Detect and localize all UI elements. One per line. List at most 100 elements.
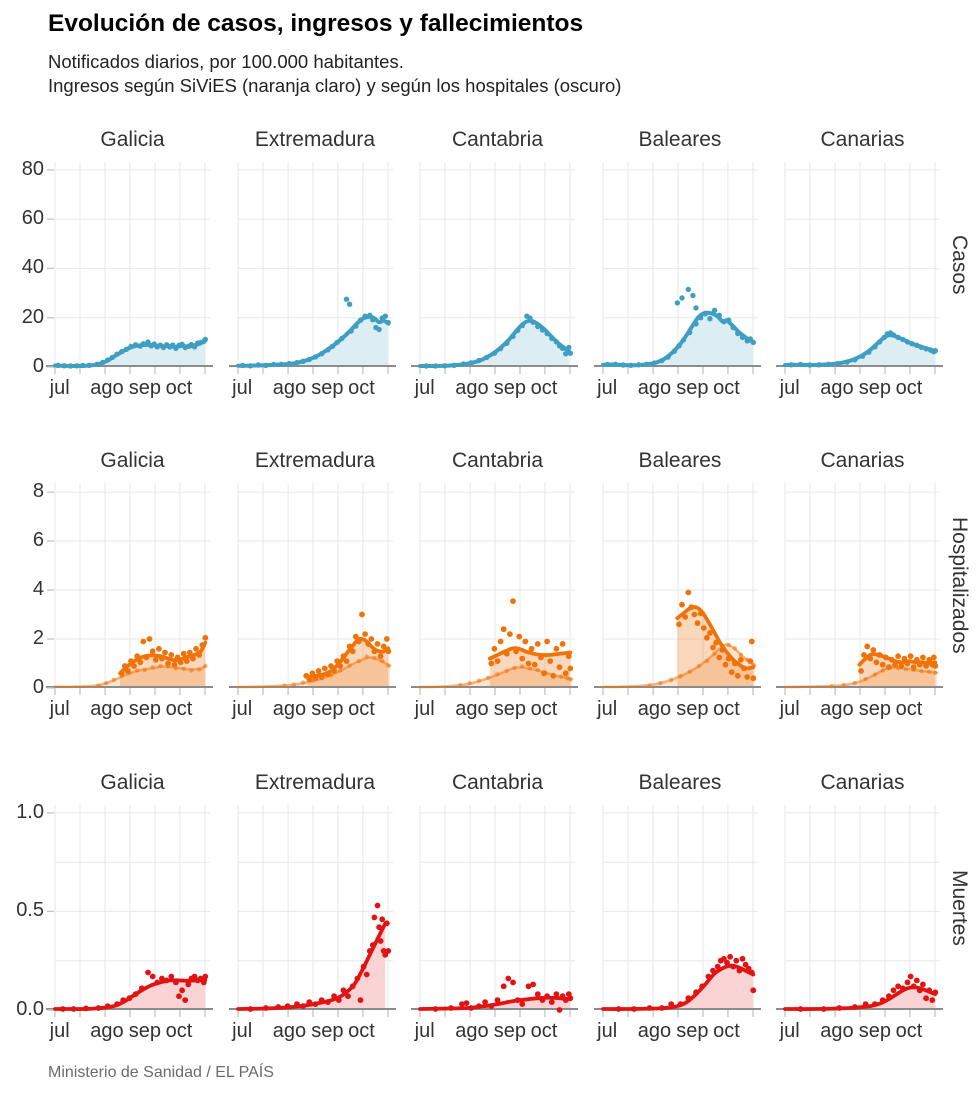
data-point-muertes xyxy=(709,967,716,974)
month-label-ago: ago xyxy=(637,1020,672,1042)
data-point-muertes xyxy=(899,985,906,992)
data-point-ingresos-hospitales xyxy=(367,636,374,642)
data-point-ingresos-hospitales xyxy=(740,665,747,672)
data-point-casos xyxy=(347,328,354,334)
data-point-ingresos-sivies xyxy=(96,683,101,688)
data-point-ingresos-hospitales xyxy=(377,653,383,660)
data-point-muertes xyxy=(159,975,165,982)
data-point-casos xyxy=(366,312,372,318)
data-point-muertes xyxy=(748,969,755,976)
column-title-canarias: Canarias xyxy=(820,449,905,472)
data-point-casos xyxy=(382,313,388,319)
area-ingresos-sivies xyxy=(420,667,572,688)
data-point-ingresos-sivies xyxy=(880,668,885,673)
data-point-ingresos-sivies xyxy=(829,684,834,689)
data-point-casos xyxy=(55,362,61,368)
data-point-ingresos-hospitales xyxy=(882,654,889,661)
data-point-ingresos-hospitales xyxy=(321,665,328,672)
data-point-muertes xyxy=(567,995,574,1002)
data-point-casos xyxy=(859,353,866,359)
data-point-casos xyxy=(202,336,208,343)
data-point-muertes xyxy=(714,963,721,970)
data-point-ingresos-sivies xyxy=(379,658,384,664)
data-point-casos xyxy=(468,360,474,366)
data-point-ingresos-hospitales xyxy=(352,633,359,640)
column-title-cantabria: Cantabria xyxy=(451,128,544,151)
month-label-jul: jul xyxy=(49,698,70,720)
data-point-ingresos-sivies xyxy=(504,668,509,674)
data-point-muertes xyxy=(615,1006,621,1012)
data-point-casos xyxy=(844,359,850,365)
data-point-muertes xyxy=(247,1006,253,1012)
data-point-ingresos-sivies xyxy=(872,672,878,677)
data-point-ingresos-hospitales xyxy=(932,663,939,669)
data-point-ingresos-hospitales xyxy=(541,670,547,677)
month-label-oct: oct xyxy=(713,1020,740,1042)
trend-line-casos xyxy=(418,318,571,369)
area-casos xyxy=(237,316,388,367)
data-point-ingresos-hospitales xyxy=(743,674,750,680)
data-point-casos xyxy=(876,339,883,345)
data-point-ingresos-hospitales xyxy=(190,655,196,662)
data-point-casos xyxy=(932,348,938,354)
month-label-ago: ago xyxy=(637,377,672,399)
data-point-casos xyxy=(788,362,794,368)
data-point-ingresos-sivies xyxy=(181,666,186,672)
data-point-ingresos-hospitales xyxy=(725,655,731,662)
data-point-casos xyxy=(306,356,312,363)
data-point-muertes xyxy=(432,1006,439,1012)
column-title-extremadura: Extremadura xyxy=(254,771,376,794)
data-point-muertes xyxy=(375,924,382,931)
column-title-baleares: Baleares xyxy=(638,449,722,472)
data-point-ingresos-hospitales xyxy=(336,663,343,669)
panel-muertes-canarias xyxy=(776,805,943,1017)
data-point-muertes xyxy=(363,971,370,978)
month-label-oct: oct xyxy=(530,377,558,399)
data-point-muertes xyxy=(886,993,892,1000)
data-point-ingresos-hospitales xyxy=(709,644,716,651)
data-point-ingresos-hospitales xyxy=(137,659,144,666)
month-label-jul: jul xyxy=(49,1020,70,1042)
month-label-oct: oct xyxy=(165,698,193,720)
data-point-ingresos-sivies xyxy=(520,664,525,669)
area-casos xyxy=(785,335,936,367)
y-tick-label: 4 xyxy=(32,578,44,601)
month-label-ago: ago xyxy=(455,377,489,399)
month-label-jul: jul xyxy=(232,698,253,720)
data-point-casos xyxy=(369,317,375,323)
data-point-muertes xyxy=(879,997,886,1003)
data-point-casos xyxy=(747,336,753,342)
month-label-oct: oct xyxy=(348,698,375,720)
x-axis-labels: jul ago sep oct xyxy=(597,698,758,724)
panel-hospitalizados-galicia xyxy=(46,483,213,695)
data-point-muertes xyxy=(335,997,342,1003)
data-point-casos xyxy=(716,312,722,318)
data-point-muertes xyxy=(732,957,739,964)
data-point-casos xyxy=(539,327,546,333)
data-point-muertes xyxy=(923,995,929,1002)
data-point-muertes xyxy=(154,979,161,986)
data-point-ingresos-hospitales xyxy=(534,641,541,647)
x-axis-labels: jul ago sep oct xyxy=(780,698,940,724)
column-title-baleares: Baleares xyxy=(638,771,722,794)
data-point-muertes xyxy=(369,942,376,948)
month-label-sep: sep xyxy=(858,377,892,399)
data-point-casos xyxy=(451,362,457,368)
data-point-casos xyxy=(105,357,111,363)
data-point-ingresos-hospitales xyxy=(562,670,569,677)
subtitle-line-1: Notificados diarios, por 100.000 habitan… xyxy=(48,51,404,72)
data-point-casos xyxy=(627,362,634,368)
data-point-casos xyxy=(678,295,685,301)
month-label-sep: sep xyxy=(128,698,162,720)
area-muertes xyxy=(237,923,385,1010)
data-point-ingresos-hospitales xyxy=(700,625,707,631)
month-label-sep: sep xyxy=(311,698,344,720)
data-point-muertes xyxy=(723,959,730,966)
data-point-muertes xyxy=(377,938,383,944)
column-title-cantabria: Cantabria xyxy=(451,771,544,794)
column-title-galicia: Galicia xyxy=(100,128,165,151)
data-point-casos xyxy=(123,346,129,352)
data-point-muertes xyxy=(556,1007,563,1013)
data-point-ingresos-hospitales xyxy=(731,660,738,667)
data-point-muertes xyxy=(371,914,377,921)
